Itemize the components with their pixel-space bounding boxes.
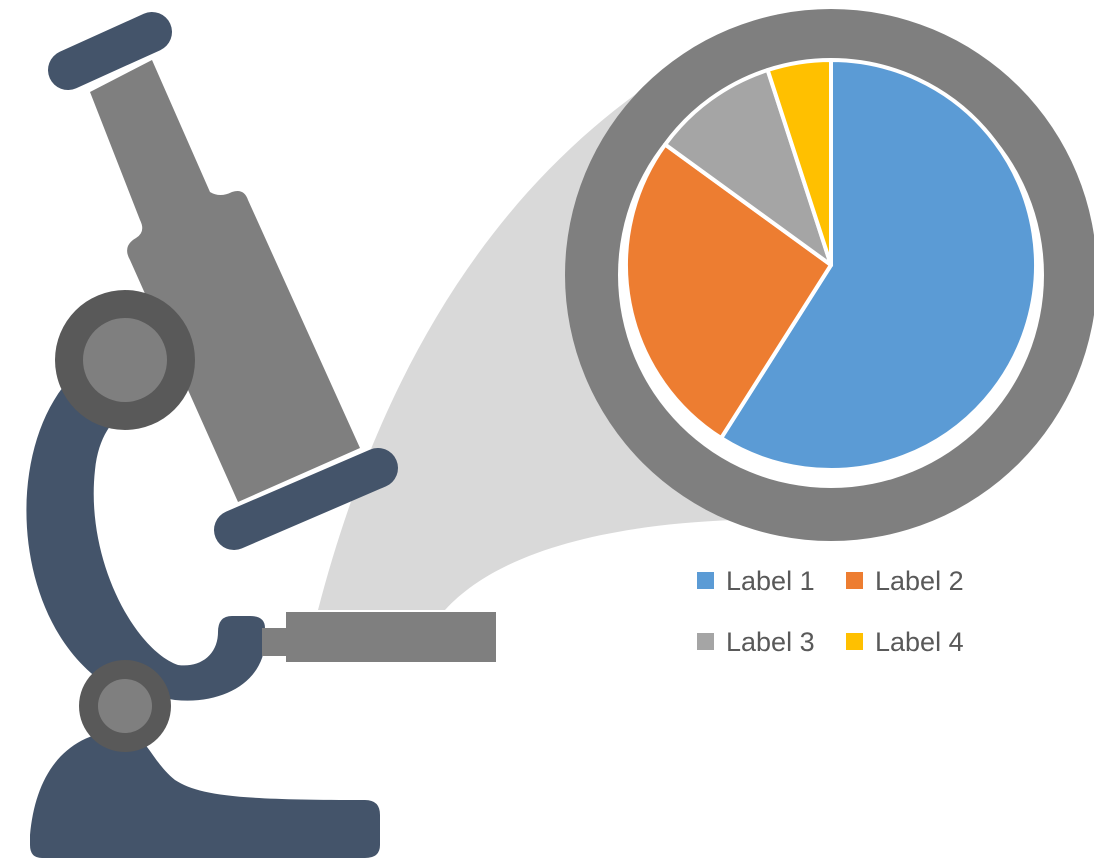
pie-slice-label-1 bbox=[719, 58, 1038, 472]
microscope-stage bbox=[286, 612, 496, 662]
legend-label-2: Label 2 bbox=[875, 566, 964, 596]
legend-item-label-3: Label 3 bbox=[697, 627, 815, 657]
legend-swatch-label-3 bbox=[697, 633, 714, 650]
legend-label-1: Label 1 bbox=[726, 566, 815, 596]
legend-label-4: Label 4 bbox=[875, 627, 964, 657]
eyepiece-cap bbox=[48, 12, 172, 90]
microscope-base bbox=[30, 730, 380, 858]
microscope-arm bbox=[26, 345, 266, 701]
legend-swatch-label-1 bbox=[697, 572, 714, 589]
legend-item-label-2: Label 2 bbox=[846, 566, 964, 596]
microscope-illustration bbox=[26, 12, 496, 858]
pie-slice-label-3 bbox=[663, 68, 833, 267]
microscope-tube bbox=[90, 60, 360, 502]
objective-lens-bar bbox=[214, 448, 398, 550]
legend-item-label-1: Label 1 bbox=[697, 566, 815, 596]
pie-chart bbox=[624, 58, 1038, 472]
legend-swatch-label-2 bbox=[846, 572, 863, 589]
fine-focus-knob-center bbox=[98, 679, 152, 733]
legend-item-label-4: Label 4 bbox=[846, 627, 964, 657]
chart-legend: Label 1 Label 2 Label 3 Label 4 bbox=[697, 566, 964, 657]
pie-slice-label-4 bbox=[765, 58, 833, 267]
legend-label-3: Label 3 bbox=[726, 627, 815, 657]
pie-slice-label-2 bbox=[624, 142, 833, 441]
legend-swatch-label-4 bbox=[846, 633, 863, 650]
coarse-focus-knob-center bbox=[83, 318, 167, 402]
